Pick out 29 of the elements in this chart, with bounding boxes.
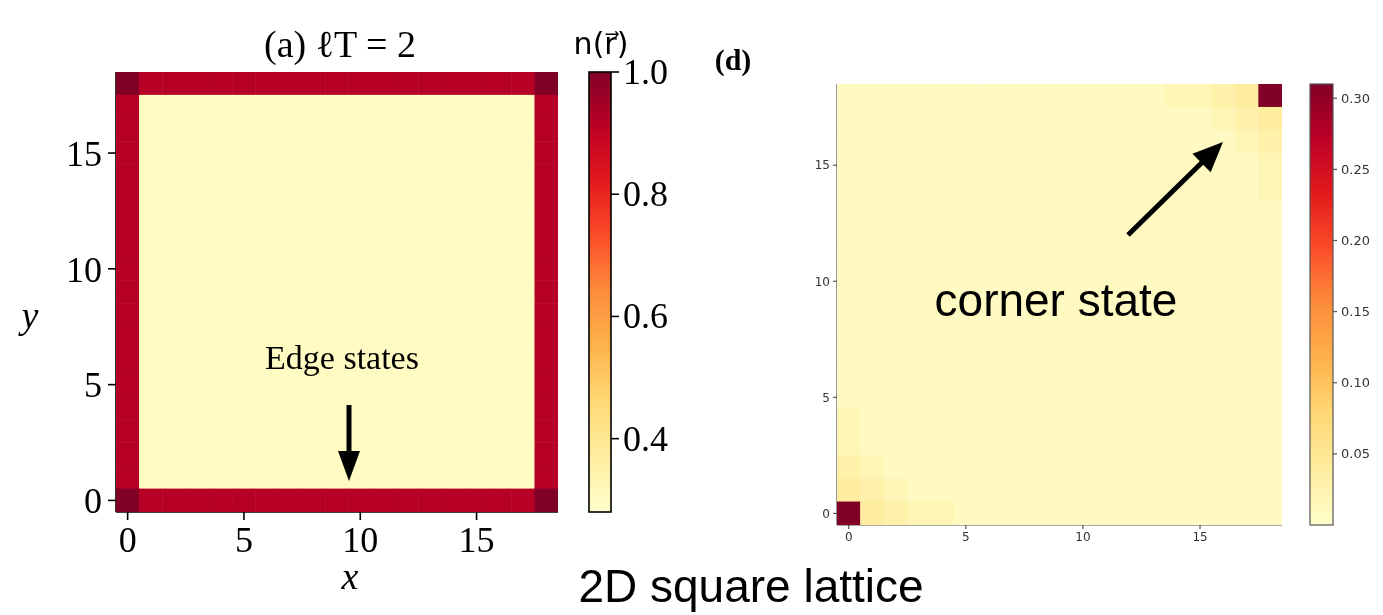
y-tick-label: 15 [66, 133, 102, 174]
x-tick-label: 0 [844, 529, 853, 544]
x-tick-label: 10 [1075, 529, 1091, 544]
annotation: Edge states [265, 339, 419, 376]
x-tick-label: 0 [118, 519, 137, 560]
y-tick-label: 0 [822, 506, 830, 521]
color-bar-label: 0.15 [1341, 304, 1370, 320]
annotation: corner state [934, 274, 1178, 326]
y-tick-label: 5 [84, 365, 102, 406]
x-tick-label: 15 [458, 519, 495, 560]
y-tick-label: 10 [66, 249, 102, 290]
color-bar-label: 0.20 [1341, 232, 1370, 248]
color-bar-title: n(r⃗) [573, 26, 629, 61]
color-bar-label: 0.6 [623, 296, 668, 337]
text: 2D square lattice [578, 560, 924, 612]
x-tick-label: 15 [1192, 529, 1208, 544]
color-bar-label: 0.30 [1341, 90, 1370, 106]
color-bar-label: 0.8 [623, 174, 668, 215]
chart-title: (d) [714, 43, 752, 76]
x-tick-label: 5 [962, 529, 970, 544]
y-tick-label: 15 [814, 158, 830, 173]
color-bar-label: 0.4 [623, 418, 668, 459]
y-tick-label: 5 [822, 390, 830, 405]
color-bar-label: 0.25 [1341, 161, 1370, 177]
x-tick-label: 5 [234, 519, 253, 560]
chart-title: (a) ℓT = 2 [264, 23, 416, 65]
color-bar-label: 0.05 [1341, 446, 1370, 462]
color-bar-label: 0.10 [1341, 375, 1370, 391]
y-tick-label: 10 [814, 274, 830, 289]
